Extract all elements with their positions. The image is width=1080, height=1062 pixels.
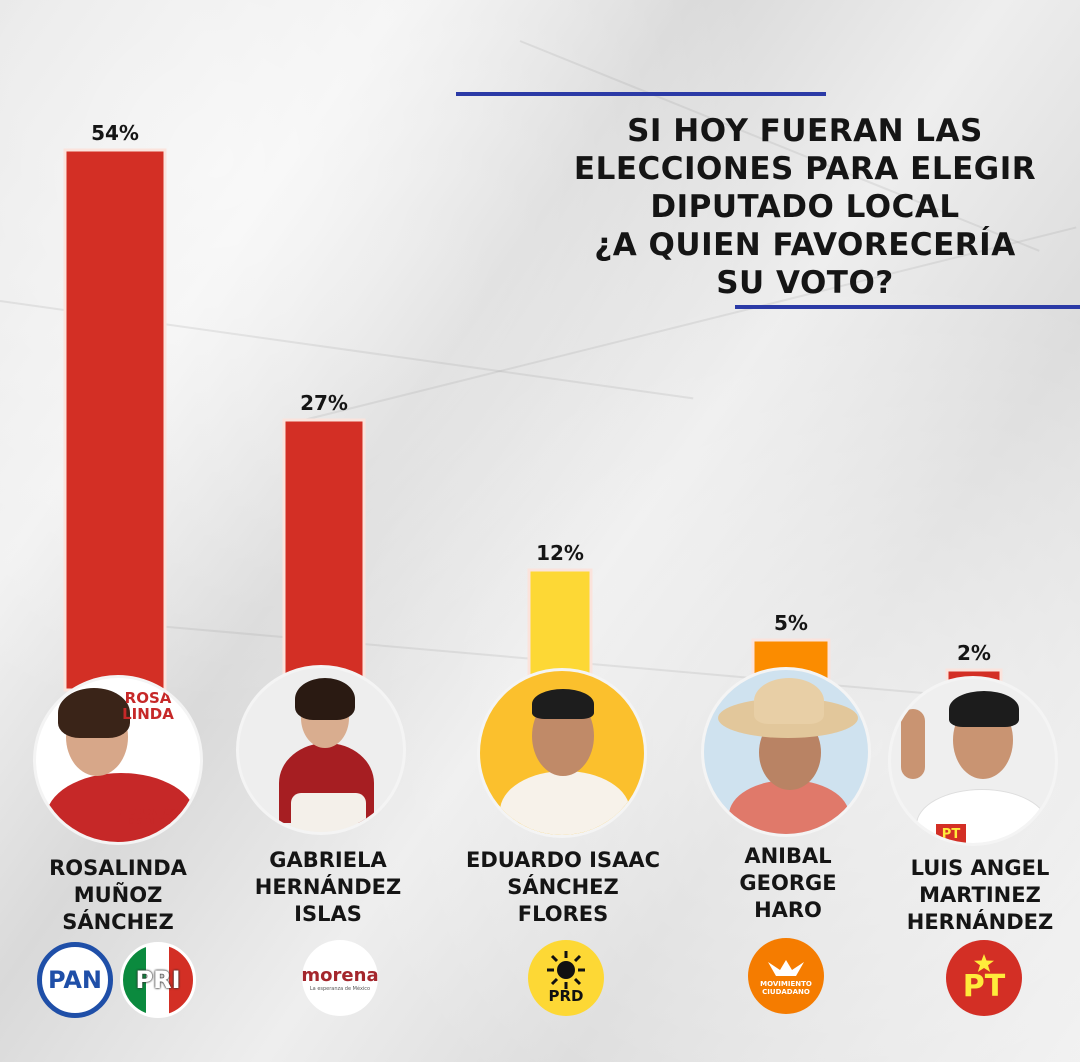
candidate-name-rosalinda: ROSALINDA MUÑOZ SÁNCHEZ: [49, 856, 187, 934]
candidate-name-luis: LUIS ANGEL MARTINEZ HERNÁNDEZ: [906, 856, 1054, 934]
data-label-anibal: 5%: [774, 611, 808, 635]
pri-logo-icon: PRI: [120, 942, 196, 1018]
candidate-name-eduardo: EDUARDO ISAAC SÁNCHEZ FLORES: [465, 848, 661, 926]
candidate-name-anibal: ANIBAL GEORGE HARO: [739, 844, 837, 922]
data-label-gabriela: 27%: [300, 391, 348, 415]
pan-logo-icon: PAN: [37, 942, 113, 1018]
title-top-rule: [456, 92, 826, 96]
morena-logo-icon: morena La esperanza de México: [301, 940, 379, 1016]
rosalinda-campaign-subtitle: DIPUTADA LOCAL DISTRITO 2: [116, 808, 186, 826]
rosalinda-campaign-tag: ROSA LINDA: [122, 689, 174, 723]
pt-badge: PT: [936, 824, 966, 843]
prd-sun-icon: [547, 951, 585, 989]
candidate-photo-rosalinda: ROSA LINDA DIPUTADA LOCAL DISTRITO 2: [33, 675, 203, 845]
title-line: ELECCIONES PARA ELEGIR: [573, 151, 1037, 187]
title-line: SI HOY FUERAN LAS: [627, 113, 983, 149]
title-line: ¿A QUIEN FAVORECERÍA: [594, 227, 1016, 263]
prd-logo-icon: PRD: [528, 940, 604, 1016]
candidate-photo-eduardo: [477, 668, 647, 838]
pt-logo-icon: PT: [946, 940, 1022, 1016]
data-label-rosalinda: 54%: [91, 121, 139, 145]
data-label-luis: 2%: [957, 641, 991, 665]
title-bottom-rule: [735, 305, 1080, 309]
movimiento-ciudadano-logo-icon: MOVIMIENTO CIUDADANO: [748, 938, 824, 1014]
bar-rosalinda: [63, 148, 167, 692]
candidate-photo-gabriela: [236, 665, 406, 835]
candidate-photo-anibal: [701, 667, 871, 837]
title-line: DIPUTADO LOCAL: [650, 189, 960, 225]
candidate-photo-luis: PT: [888, 676, 1058, 846]
bar-gabriela: [282, 418, 366, 692]
candidate-name-gabriela: GABRIELA HERNÁNDEZ ISLAS: [254, 848, 402, 926]
star-icon: [974, 954, 994, 972]
eagle-icon: [768, 960, 804, 976]
title-line: SU VOTO?: [716, 265, 894, 301]
chart-title: SI HOY FUERAN LAS ELECCIONES PARA ELEGIR…: [540, 112, 1070, 302]
data-label-eduardo: 12%: [536, 541, 584, 565]
